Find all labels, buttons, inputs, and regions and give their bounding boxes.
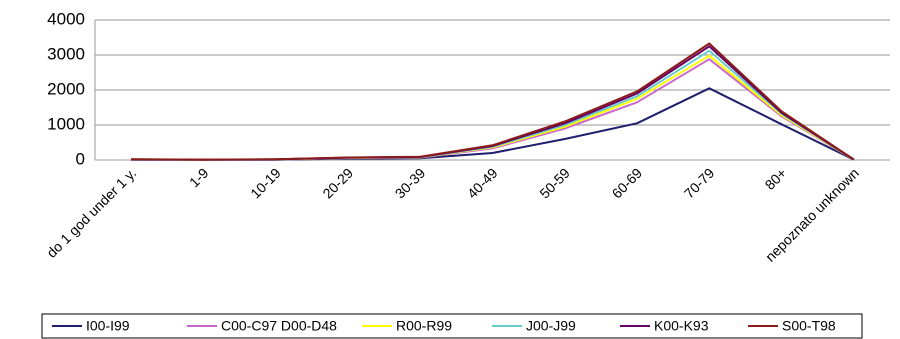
y-tick-label: 0	[76, 149, 85, 168]
legend-label: R00-R99	[396, 318, 452, 334]
gridlines	[94, 19, 890, 161]
y-tick-label: 2000	[47, 79, 85, 98]
y-axis-ticks: 0 1000 2000 3000 4000	[47, 9, 85, 168]
x-tick-label: 40-49	[464, 165, 501, 202]
x-tick-label: 60-69	[609, 165, 646, 202]
series-lines	[131, 42, 855, 161]
x-tick-label: do 1 god under 1 y.	[43, 165, 139, 261]
series-line-s00-t98	[131, 42, 855, 161]
y-tick-label: 3000	[47, 44, 85, 63]
x-axis-ticks: do 1 god under 1 y. 1-9 10-19 20-29 30-39 40-…	[43, 165, 862, 265]
legend-label: K00-K93	[654, 318, 709, 334]
y-tick-label: 1000	[47, 114, 85, 133]
x-tick-label: 80+	[762, 165, 790, 193]
x-tick-label: 70-79	[681, 165, 718, 202]
legend: I00-I99 C00-C97 D00-D48 R00-R99 J00-J99 K00-…	[41, 313, 863, 339]
series-line-r00-r99	[131, 54, 855, 161]
legend-label: I00-I99	[86, 318, 130, 334]
x-tick-label: 30-39	[392, 165, 429, 202]
y-tick-label: 4000	[47, 9, 85, 28]
legend-label: C00-C97 D00-D48	[221, 318, 337, 334]
x-tick-label: 20-29	[319, 165, 356, 202]
series-line-k00-k93	[131, 45, 855, 161]
legend-box	[41, 313, 863, 339]
x-tick-label: 50-59	[536, 165, 573, 202]
x-tick-label: 10-19	[247, 165, 284, 202]
x-tick-label: 1-9	[186, 165, 212, 191]
legend-label: J00-J99	[526, 318, 576, 334]
legend-label: S00-T98	[782, 318, 836, 334]
